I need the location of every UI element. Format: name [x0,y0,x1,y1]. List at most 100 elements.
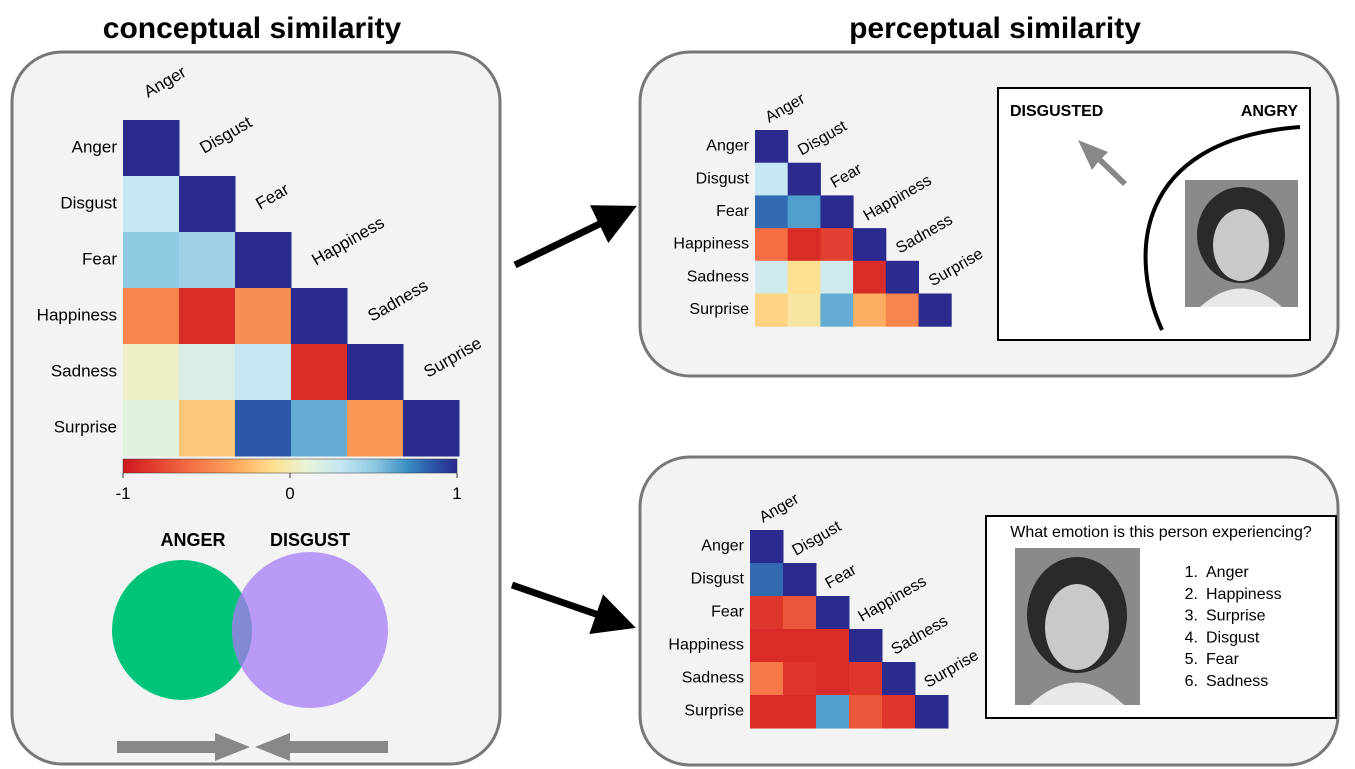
matrix-cell [179,344,236,401]
matrix-cell [123,176,180,233]
matrix-cell [820,195,853,228]
option-number: 1. [1185,564,1198,581]
matrix-cell [919,294,952,327]
row-label: Fear [82,249,117,268]
matrix-cell [291,400,348,457]
matrix-cell [849,629,883,663]
matrix-cell [783,629,817,663]
row-label: Sadness [51,361,117,380]
option-label: Sadness [1206,673,1268,690]
option-label: Happiness [1206,586,1282,603]
colorbar [123,459,457,473]
matrix-cell [123,232,180,289]
face-photo [1015,548,1140,705]
venn-circle [112,560,252,700]
matrix-cell [849,662,883,696]
matrix-cell [820,228,853,261]
row-label: Surprise [684,703,744,720]
matrix-cell [886,261,919,294]
matrix-cell [235,344,292,401]
matrix-cell [123,288,180,345]
matrix-cell [123,120,180,177]
matrix-cell [750,530,784,564]
matrix-cell [853,261,886,294]
matrix-cell [853,228,886,261]
option-number: 3. [1185,608,1198,625]
option-number: 5. [1185,651,1198,668]
matrix-cell [750,596,784,630]
option-label: Disgust [1206,629,1260,646]
row-label: Happiness [673,236,749,253]
option-number: 6. [1185,673,1198,690]
matrix-cell [788,261,821,294]
venn-label: DISGUST [270,530,350,550]
colorbar-tick-label: 1 [452,484,461,503]
matrix-cell [123,344,180,401]
matrix-cell [179,400,236,457]
matrix-cell [750,662,784,696]
colorbar-tick-label: 0 [285,484,294,503]
matrix-cell [755,163,788,196]
colorbar-tick-label: -1 [115,484,130,503]
matrix-cell [755,195,788,228]
row-label: Fear [716,203,750,220]
matrix-cell [179,232,236,289]
matrix-cell [347,400,404,457]
matrix-cell [820,261,853,294]
matrix-cell [820,294,853,327]
row-label: Surprise [54,417,117,436]
matrix-cell [235,232,292,289]
matrix-cell [750,629,784,663]
figure: conceptual similarity perceptual similar… [0,0,1355,769]
row-label: Disgust [696,170,750,187]
matrix-cell [291,288,348,345]
inset-label: ANGRY [1241,103,1299,120]
row-label: Anger [701,538,744,555]
matrix-cell [750,563,784,597]
matrix-cell [755,228,788,261]
venn-label: ANGER [160,530,225,550]
option-label: Fear [1206,651,1240,668]
matrix-cell [179,288,236,345]
left-title: conceptual similarity [103,12,402,45]
matrix-cell [783,563,817,597]
arrow [515,215,618,265]
row-label: Surprise [689,301,749,318]
option-number: 2. [1185,586,1198,603]
matrix-cell [788,228,821,261]
matrix-cell [750,695,784,729]
matrix-cell [179,176,236,233]
matrix-cell [783,695,817,729]
question: What emotion is this person experiencing… [1010,524,1312,541]
matrix-cell [816,629,850,663]
venn-circle [232,552,388,708]
matrix-cell [755,261,788,294]
matrix-cell [788,163,821,196]
row-label: Sadness [682,670,744,687]
matrix-cell [783,662,817,696]
matrix-cell [347,344,404,401]
matrix-cell [853,294,886,327]
row-label: Happiness [668,637,744,654]
matrix-cell [816,662,850,696]
matrix-cell [291,344,348,401]
matrix-cell [816,596,850,630]
matrix-cell [882,662,916,696]
matrix-cell [755,130,788,163]
row-label: Anger [706,138,749,155]
matrix-cell [235,400,292,457]
matrix-cell [849,695,883,729]
matrix-cell [403,400,460,457]
matrix-cell [816,695,850,729]
row-label: Sadness [687,268,749,285]
option-number: 4. [1185,629,1198,646]
right-title: perceptual similarity [849,12,1141,45]
row-label: Fear [711,604,745,621]
matrix-cell [123,400,180,457]
matrix-cell [886,294,919,327]
matrix-cell [783,596,817,630]
matrix-cell [882,695,916,729]
matrix-cell [915,695,949,729]
face-photo [1185,180,1298,307]
row-label: Happiness [37,305,117,324]
